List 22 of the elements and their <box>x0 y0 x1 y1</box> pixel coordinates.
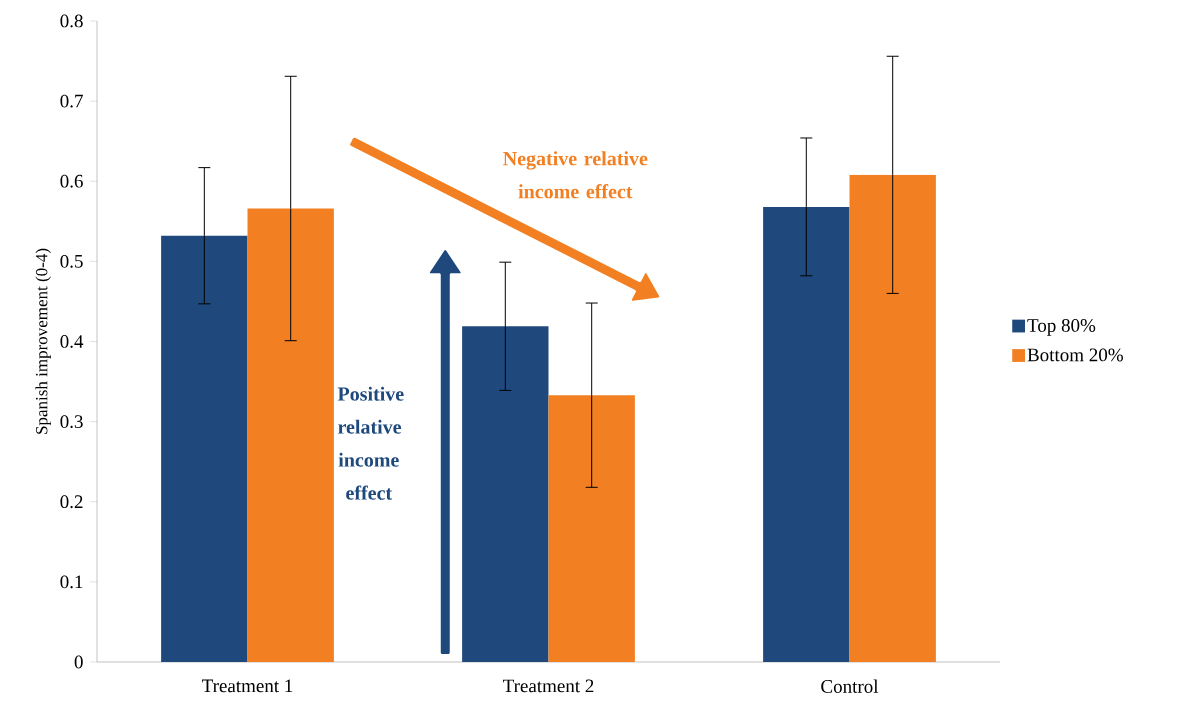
y-tick-label: 0.8 <box>60 14 83 28</box>
bar <box>849 174 936 662</box>
y-tick-label: 0.6 <box>60 174 83 188</box>
bar <box>247 208 334 662</box>
bar <box>763 206 850 662</box>
bar <box>548 395 635 662</box>
annotation: Negative relative income effect <box>503 151 648 199</box>
y-tick-label: 0.4 <box>60 335 84 348</box>
legend-label: Top 80% <box>1027 319 1096 336</box>
y-tick-label: 0.1 <box>60 575 83 589</box>
legend-label: Bottom 20% <box>1027 348 1123 362</box>
y-tick-label: 0.2 <box>60 495 83 509</box>
annotation: Positive relative income effect <box>337 386 404 500</box>
y-axis-title: Spanish improvement (0-4) <box>35 248 51 434</box>
y-tick-label: 0.3 <box>60 415 83 429</box>
y-tick-label: 0 <box>74 655 83 669</box>
y-tick-label: 0.7 <box>60 94 83 108</box>
x-tick-label: Treatment 1 <box>202 679 293 693</box>
y-tick-label: 0.5 <box>60 254 83 268</box>
x-tick-label: Treatment 2 <box>503 679 594 693</box>
bar <box>161 235 248 662</box>
x-tick-label: Control <box>821 679 879 693</box>
